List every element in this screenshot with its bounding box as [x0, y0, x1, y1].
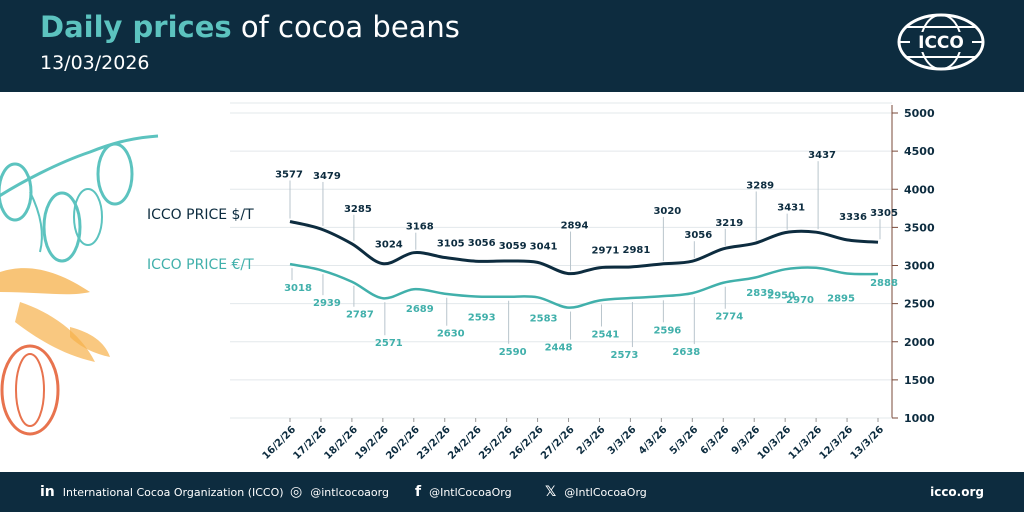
y-tick-label: 4000: [904, 183, 935, 196]
eur-data-label: 2583: [530, 313, 558, 324]
eur-data-label: 2950: [767, 290, 795, 301]
eur-data-label: 2638: [672, 347, 700, 358]
y-tick-label: 1000: [904, 412, 935, 425]
eur-data-label: 2630: [437, 329, 465, 340]
header: Daily prices of cocoa beans 13/03/2026 I…: [0, 0, 1024, 92]
x-axis-ticks: 16/2/2617/2/2618/2/2619/2/2620/2/2623/2/…: [261, 424, 887, 462]
usd-data-label: 3056: [468, 238, 496, 249]
usd-data-label: 3041: [530, 241, 558, 252]
usd-data-label: 3024: [375, 240, 403, 251]
x-tick-label: 3/3/26: [606, 424, 639, 457]
gridlines: [230, 112, 892, 419]
y-tick-label: 4500: [904, 145, 935, 158]
usd-data-label: 3577: [275, 170, 303, 181]
eur-data-label: 2774: [715, 312, 743, 323]
y-tick-label: 1500: [904, 374, 935, 387]
cocoa-decoration: [0, 134, 159, 436]
facebook-icon: f: [415, 484, 422, 500]
usd-data-label: 3219: [715, 218, 743, 229]
eur-data-label: 2839: [746, 288, 774, 299]
logo-text: ICCO: [918, 33, 964, 53]
instagram-label: @intlcocoaorg: [310, 485, 389, 499]
eur-data-label: 2596: [653, 325, 681, 336]
eur-data-label: 2590: [499, 347, 527, 358]
usd-data-label: 3056: [684, 230, 712, 241]
usd-data-label: 3285: [344, 204, 372, 215]
eur-data-label: 2448: [545, 343, 573, 354]
x-tick-label: 2/3/26: [575, 424, 608, 457]
x-tick-label: 6/3/26: [699, 424, 732, 457]
usd-data-label: 3168: [406, 222, 434, 233]
x-tick-label: 5/3/26: [668, 424, 701, 457]
usd-price-line: [289, 220, 879, 276]
footer-linkedin[interactable]: in International Cocoa Organization (ICC…: [40, 472, 284, 512]
eur-data-label: 2573: [610, 350, 638, 361]
price-chart: 1000 1500 2000 2500 3000 3500 4000 4500 5000 16/…: [0, 102, 935, 462]
usd-data-label: 3479: [313, 171, 341, 182]
legend-entry: ICCO PRICE $/T: [147, 207, 254, 223]
report-date: 13/03/2026: [40, 52, 150, 74]
usd-data-label: 3289: [746, 180, 774, 191]
page-title: Daily prices of cocoa beans: [40, 10, 460, 44]
usd-data-label: 3105: [437, 238, 465, 249]
y-tick-label: 5000: [904, 107, 935, 120]
axes: [230, 102, 898, 422]
eur-data-label: 2787: [346, 310, 374, 321]
footer-facebook[interactable]: f @IntlCocoaOrg: [415, 472, 512, 512]
y-tick-label: 2500: [904, 298, 935, 311]
legend: ICCO PRICE $/T ICCO PRICE €/T: [147, 207, 254, 273]
linkedin-label: International Cocoa Organization (ICCO): [62, 485, 284, 499]
footer-site-link[interactable]: icco.org: [930, 485, 984, 499]
y-tick-label: 2000: [904, 336, 935, 349]
eur-data-label: 2895: [827, 294, 855, 305]
eur-price-line: [289, 262, 879, 309]
x-tick-label: 4/3/26: [637, 424, 670, 457]
usd-data-label: 2981: [622, 245, 650, 256]
icco-logo: ICCO: [897, 13, 985, 71]
eur-data-label: 2888: [870, 278, 898, 289]
x-icon: 𝕏: [545, 484, 557, 500]
usd-data-label: 2971: [592, 246, 620, 257]
linkedin-icon: in: [40, 484, 55, 500]
y-tick-label: 3000: [904, 260, 935, 273]
footer: in International Cocoa Organization (ICC…: [0, 472, 1024, 512]
usd-data-label: 3336: [839, 212, 867, 223]
eur-data-label: 3018: [284, 283, 312, 294]
usd-data-label: 3437: [808, 150, 836, 161]
legend-entry: ICCO PRICE €/T: [147, 257, 254, 273]
y-axis-ticks: 1000 1500 2000 2500 3000 3500 4000 4500 5000: [904, 107, 935, 425]
usd-data-label: 3059: [499, 241, 527, 252]
footer-instagram[interactable]: ◎ @intlcocoaorg: [290, 472, 389, 512]
eur-data-label: 2970: [786, 295, 814, 306]
x-label: @IntlCocoaOrg: [564, 485, 647, 499]
eur-data-label: 2541: [592, 329, 620, 340]
x-tick-label: 13/3/26: [849, 424, 887, 462]
usd-data-label: 3305: [870, 208, 898, 219]
eur-data-label: 2593: [468, 313, 496, 324]
instagram-icon: ◎: [290, 484, 303, 500]
facebook-label: @IntlCocoaOrg: [429, 485, 512, 499]
usd-data-label: 3020: [653, 206, 681, 217]
usd-data-label: 2894: [561, 221, 589, 232]
eur-data-label: 2689: [406, 304, 434, 315]
usd-data-label: 3431: [777, 203, 805, 214]
series-lines: [289, 220, 879, 309]
eur-data-label: 2939: [313, 298, 341, 309]
x-tick-label: 27/2/26: [539, 424, 577, 462]
y-tick-label: 3500: [904, 221, 935, 234]
eur-data-label: 2571: [375, 338, 403, 349]
footer-x[interactable]: 𝕏 @IntlCocoaOrg: [545, 472, 647, 512]
